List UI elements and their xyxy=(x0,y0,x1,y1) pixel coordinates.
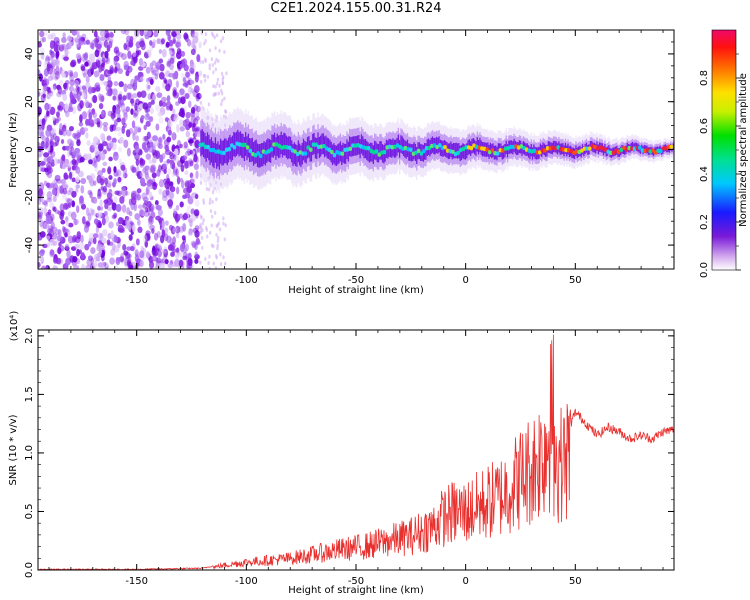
snr-axes: -150 -100 -50 0 50 0.0 0.5 1.0 1.5 2.0 xyxy=(24,328,674,587)
snr-frame xyxy=(37,329,675,571)
snr-series-line xyxy=(38,334,674,570)
snr-xlabel: Height of straight line (km) xyxy=(288,585,424,596)
spectrogram-panel: -150 -100 -50 0 50 -40 -20 0 20 40 Height of stra… xyxy=(8,29,675,296)
snr-ylabel: SNR (10 * v/v) xyxy=(8,414,19,485)
snr-ytick-label: 0.5 xyxy=(24,504,35,520)
colorbar-tick-label: 0.6 xyxy=(699,118,710,134)
colorbar-ticks: 0.0 0.2 0.4 0.6 0.8 xyxy=(699,53,741,278)
snr-xtick-label: -150 xyxy=(125,576,148,587)
snr-ytick-label: 1.5 xyxy=(24,386,35,402)
spectrogram-ytick-label: 0 xyxy=(24,146,35,152)
colorbar-gradient xyxy=(711,29,737,271)
snr-multiplier: (x10⁴) xyxy=(9,311,20,342)
spectrogram-ylabel: Frequency (Hz) xyxy=(8,112,19,188)
colorbar-tick-label: 0.0 xyxy=(699,262,710,278)
spectrogram-xtick-label: -150 xyxy=(125,275,148,286)
snr-ytick-label: 0.0 xyxy=(24,562,35,578)
spectrogram-xtick-label: 50 xyxy=(569,275,582,286)
spectrogram-xtick-label: -100 xyxy=(235,275,258,286)
spectrogram-ytick-label: -20 xyxy=(24,189,35,205)
spectrogram-ytick-label: 40 xyxy=(24,48,35,61)
snr-xtick-label: 0 xyxy=(462,576,468,587)
spectrogram-axes: -150 -100 -50 0 50 -40 -20 0 20 40 xyxy=(24,29,674,286)
snr-xtick-label: -100 xyxy=(235,576,258,587)
colorbar-tick-label: 0.4 xyxy=(699,166,710,182)
figure-title: C2E1.2024.155.00.31.R24 xyxy=(270,1,442,16)
colorbar-tick-label: 0.8 xyxy=(699,70,710,86)
spectrogram-xlabel: Height of straight line (km) xyxy=(288,285,424,296)
snr-ytick-label: 2.0 xyxy=(24,328,35,344)
colorbar: 0.0 0.2 0.4 0.6 0.8 Normalized spectral ampl… xyxy=(699,29,749,278)
snr-xtick-label: 50 xyxy=(569,576,582,587)
snr-panel: -150 -100 -50 0 50 0.0 0.5 1.0 1.5 2.0 Height of … xyxy=(8,311,675,596)
spectrogram-xtick-label: -50 xyxy=(348,275,364,286)
colorbar-tick-label: 0.2 xyxy=(699,214,710,230)
snr-ytick-label: 1.0 xyxy=(24,445,35,461)
spectrogram-heatmap xyxy=(38,30,674,269)
spectrogram-xtick-label: 0 xyxy=(462,275,468,286)
colorbar-label: Normalized spectral amplitude xyxy=(738,73,749,227)
snr-xtick-label: -50 xyxy=(348,576,364,587)
spectrogram-ytick-label: 20 xyxy=(24,95,35,108)
spectrogram-ytick-label: -40 xyxy=(24,237,35,253)
